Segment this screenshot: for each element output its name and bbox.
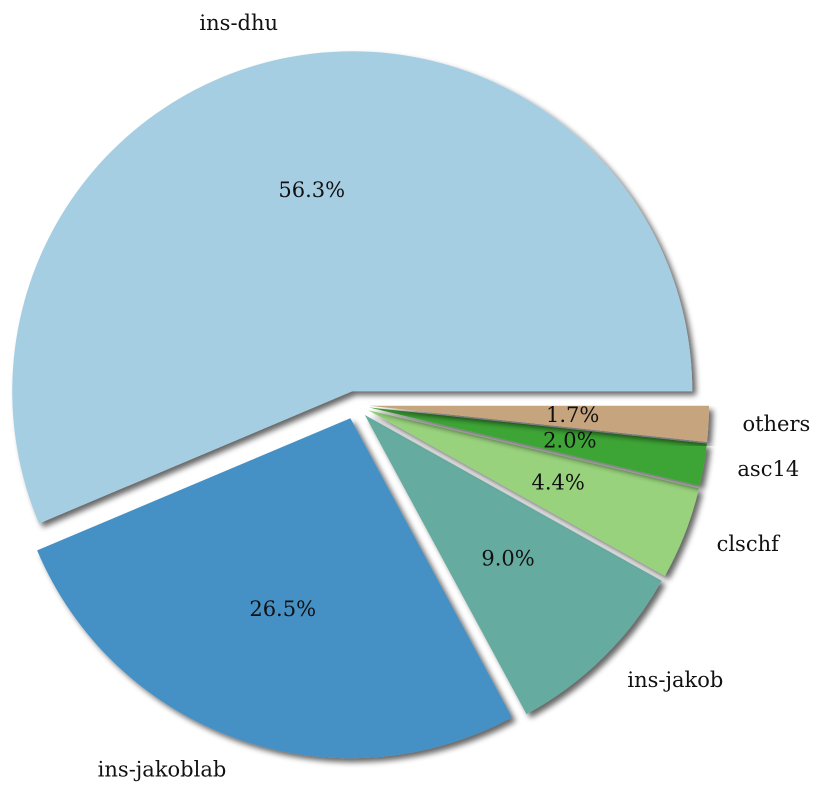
- slice-label: ins-dhu: [199, 11, 278, 35]
- pie-slice: [12, 51, 693, 524]
- percent-label: 2.0%: [543, 428, 596, 452]
- percent-label: 56.3%: [278, 178, 345, 202]
- percent-label: 26.5%: [249, 597, 316, 621]
- slice-label: others: [742, 412, 810, 436]
- percent-label: 1.7%: [546, 403, 599, 427]
- slice-label: clschf: [717, 532, 782, 556]
- slice-label: asc14: [737, 457, 799, 481]
- pie-slice: [368, 407, 707, 486]
- percent-label: 4.4%: [531, 471, 584, 495]
- percent-label: 9.0%: [481, 547, 534, 571]
- slice-label: ins-jakoblab: [98, 758, 227, 782]
- slice-label: ins-jakob: [627, 668, 723, 692]
- pie-slice: [368, 405, 709, 443]
- pie-slice: [368, 410, 699, 576]
- pie-slice: [37, 418, 512, 759]
- pie-slice: [364, 414, 662, 715]
